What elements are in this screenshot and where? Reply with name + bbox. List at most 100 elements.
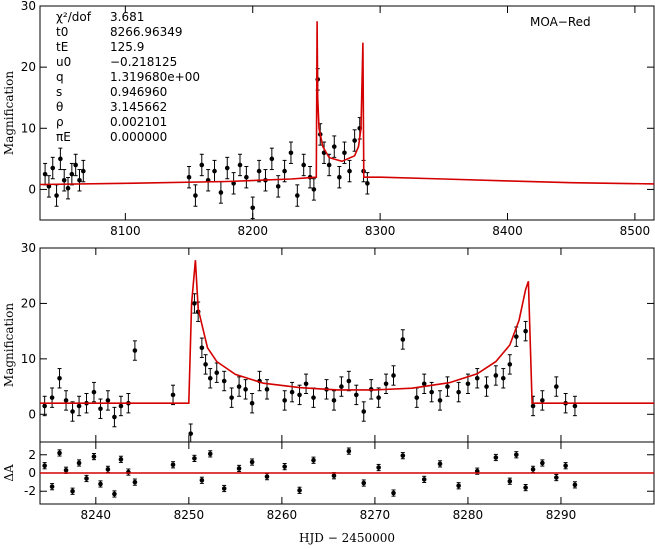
y-tick-label: 20 [21,60,36,74]
data-point [118,403,124,409]
x-tick-label: 8240 [81,508,112,522]
data-point [42,171,48,177]
panel-zoom-content: 0 10 20 30 [21,241,654,442]
data-point [400,453,406,458]
data-point [347,168,352,174]
y-tick-label: 30 [21,0,36,13]
panel-zoom-frame [39,247,655,443]
y-tick-label: 30 [21,241,36,255]
data-point [70,409,75,414]
param-name-pie: πE [56,130,71,144]
data-point [376,465,381,470]
data-point [493,455,499,460]
x-tick-label: 8260 [267,508,298,522]
data-point [98,481,103,487]
data-point [311,395,316,400]
panel-full-content: 8100 8200 8300 8400 8500 0 10 20 30 [21,0,654,238]
plot-area [40,21,654,219]
data-point [221,486,227,491]
param-name-rho: ρ [56,115,64,129]
data-point [465,381,471,387]
x-tick-label: 8280 [453,508,484,522]
data-point [243,387,248,392]
data-point [275,184,281,189]
data-point [554,475,559,480]
data-point [73,162,78,168]
data-point [186,174,192,180]
panel-full-frame [39,5,655,221]
data-point [57,450,62,456]
data-point [295,193,300,198]
data-point [218,190,224,195]
param-value-u0: −0.218125 [110,55,177,69]
data-point [244,174,249,180]
data-point [500,375,506,381]
data-point [361,480,367,486]
param-name-t0: t0 [56,25,68,39]
y-tick-label: 20 [21,296,36,310]
x-tick-label: 8200 [237,224,268,238]
data-point [118,457,124,462]
data-point [421,381,427,387]
data-point [84,476,89,481]
data-point [474,375,480,381]
fit-parameters: χ²/dof 3.681 t0 8266.96349 tE 125.9 u0 −… [56,10,200,144]
data-point [282,398,287,403]
data-point [132,348,138,353]
data-point [337,174,342,180]
data-point [54,193,59,198]
data-point [507,362,513,367]
data-point [391,490,396,496]
data-point [112,491,117,497]
x-tick-label: 8290 [546,508,577,522]
data-point [170,392,176,398]
model-curve [40,21,654,186]
data-point [132,479,138,485]
data-point [199,162,205,168]
data-point [456,389,461,395]
data-point [224,165,230,171]
data-point [229,395,234,400]
data-point [105,398,111,403]
data-point [105,467,111,472]
data-point [414,395,420,400]
ylabel-zoom: Magnification [2,303,16,387]
plot-area [40,260,654,442]
param-value-q: 1.319680e+00 [110,70,200,84]
data-point [572,403,578,409]
y-tick-label: 2 [28,448,36,462]
data-point [572,482,578,488]
data-point [456,483,461,489]
xlabel: HJD − 2450000 [299,531,395,545]
data-point [199,477,205,483]
param-name-te: tE [56,40,68,54]
data-point [507,478,513,484]
data-point [311,187,317,192]
x-tick-label: 8270 [360,508,391,522]
y-tick-label: 0 [28,407,36,421]
data-point [346,448,352,454]
data-point [301,162,306,168]
data-point [49,484,55,489]
data-point [445,384,450,389]
y-tick-label: -2 [24,484,36,498]
param-name-chi2: χ²/dof [56,10,92,24]
x-tick-label: 8400 [492,224,523,238]
observatory-label: MOA−Red [530,15,591,29]
data-point [76,403,82,409]
data-point [365,181,370,186]
data-point [112,414,117,420]
data-point [523,328,528,334]
data-point [282,464,287,469]
y-tick-label: 0 [28,466,36,480]
data-point [237,162,243,168]
panel-residual-content: 8240 8250 8260 8270 8280 8290 -2 0 2 [24,442,654,522]
ylabel-residual: ΔA [2,464,16,482]
param-name-u0: u0 [56,55,71,69]
data-point [437,461,443,467]
data-point [50,165,56,171]
data-point [282,168,287,174]
data-point [339,384,344,389]
data-point [207,451,213,457]
data-point [57,375,62,381]
